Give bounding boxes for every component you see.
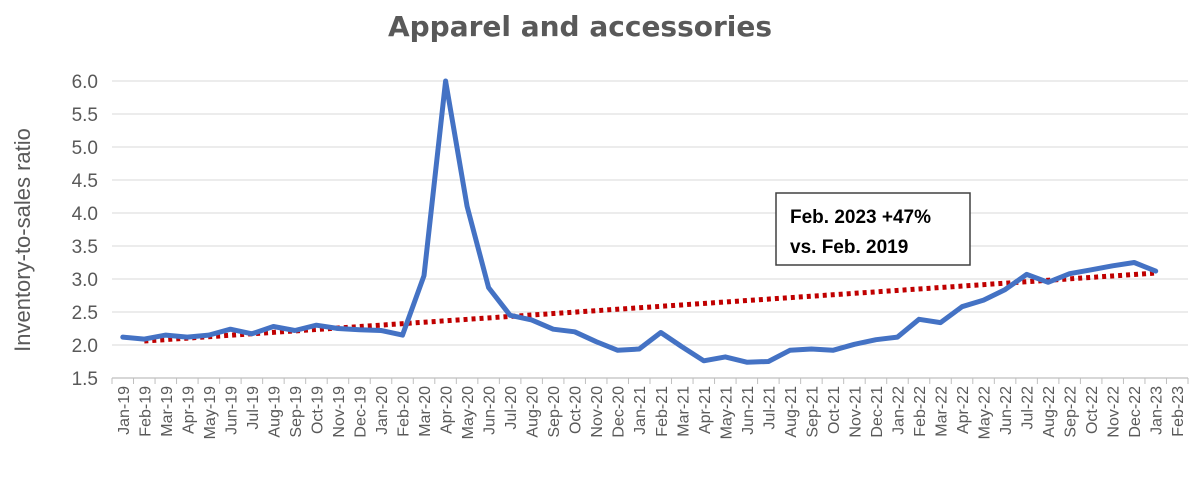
x-axis-ticks: Jan-19 Feb-19 Mar-19 Apr-19 May-19 Jun-19 Jul-…	[116, 386, 1187, 439]
y-tick-label: 1.5	[72, 369, 98, 390]
x-tick-label: May-21	[718, 386, 735, 439]
x-tick-label: Oct-22	[1084, 386, 1101, 434]
y-tick-label: 4.5	[72, 171, 98, 192]
x-tick-label: Sep-22	[1063, 386, 1080, 438]
x-tick-label: Nov-21	[847, 386, 864, 438]
x-tick-label: Aug-19	[266, 386, 283, 438]
series-line	[120, 78, 1159, 365]
x-tick-label: Apr-22	[955, 386, 972, 434]
y-tick-label: 2.0	[72, 336, 98, 357]
x-tick-label: Feb-20	[396, 386, 413, 437]
x-tick-label: Mar-20	[417, 386, 434, 437]
x-tick-label: Jul-21	[761, 386, 778, 430]
trendline-path	[144, 270, 1156, 344]
series-group	[120, 78, 1159, 365]
x-tick-label: Oct-21	[826, 386, 843, 434]
y-tick-label: 3.5	[72, 237, 98, 258]
x-tick-label: Mar-19	[159, 386, 176, 437]
x-tick-label: Oct-20	[568, 386, 585, 434]
x-tick-label: Apr-21	[697, 386, 714, 434]
x-tick-label: Sep-20	[546, 386, 563, 438]
chart-title: Apparel and accessories	[388, 10, 772, 43]
x-tick-label: Oct-19	[309, 386, 326, 434]
x-tick-label: Sep-19	[288, 386, 305, 438]
x-tick-label: Jun-22	[998, 386, 1015, 435]
x-axis	[111, 377, 1189, 384]
x-tick-label: Jan-23	[1149, 386, 1166, 435]
x-tick-label: Dec-22	[1127, 386, 1144, 438]
x-tick-label: Dec-20	[611, 386, 628, 438]
x-tick-label: Jan-22	[890, 386, 907, 435]
y-tick-label: 3.0	[72, 270, 98, 291]
annotation-frame	[775, 192, 971, 266]
x-tick-label: May-22	[977, 386, 994, 439]
x-tick-label: Feb-21	[654, 386, 671, 437]
x-tick-label: May-20	[460, 386, 477, 439]
x-tick-label: Jun-20	[482, 386, 499, 435]
annotation-box: Feb. 2023 +47% vs. Feb. 2019	[775, 192, 971, 266]
x-tick-label: May-19	[202, 386, 219, 439]
y-axis-ticks: 6.0 5.5 5.0 4.5 4.0 3.5 3.0 2.5 2.0 1.5	[72, 72, 98, 390]
annotation-line-2: vs. Feb. 2019	[790, 237, 908, 258]
x-tick-label: Jan-20	[374, 386, 391, 435]
x-tick-label: Jan-19	[116, 386, 133, 435]
x-tick-label: Apr-20	[439, 386, 456, 434]
x-tick-label: Mar-21	[675, 386, 692, 437]
x-tick-label: Aug-20	[525, 386, 542, 438]
x-tick-label: Nov-20	[589, 386, 606, 438]
y-tick-label: 5.0	[72, 138, 98, 159]
x-tick-label: Feb-19	[137, 386, 154, 437]
x-tick-label: Dec-21	[869, 386, 886, 438]
x-tick-label: Jul-20	[503, 386, 520, 430]
annotation-line-1: Feb. 2023 +47%	[790, 207, 931, 228]
x-tick-label: Nov-22	[1106, 386, 1123, 438]
y-tick-label: 5.5	[72, 105, 98, 126]
trendline	[144, 270, 1156, 344]
x-tick-label: Sep-21	[804, 386, 821, 438]
x-tick-label: Jun-21	[740, 386, 757, 435]
x-tick-label: Feb-22	[912, 386, 929, 437]
y-tick-label: 4.0	[72, 204, 98, 225]
x-tick-label: Dec-19	[352, 386, 369, 438]
x-tick-label: Feb-23	[1170, 386, 1187, 437]
x-tick-label: Jul-19	[245, 386, 262, 430]
x-tick-label: Jan-21	[632, 386, 649, 435]
gridlines	[112, 80, 1188, 346]
y-tick-label: 6.0	[72, 72, 98, 93]
x-tick-label: Aug-21	[783, 386, 800, 438]
x-tick-label: Mar-22	[934, 386, 951, 437]
x-tick-label: Apr-19	[180, 386, 197, 434]
x-tick-label: Jul-22	[1020, 386, 1037, 430]
x-tick-label: Nov-19	[331, 386, 348, 438]
x-tick-label: Jun-19	[223, 386, 240, 435]
x-tick-label: Aug-22	[1041, 386, 1058, 438]
y-tick-label: 2.5	[72, 303, 98, 324]
y-axis-label: Inventory-to-sales ratio	[10, 128, 35, 352]
